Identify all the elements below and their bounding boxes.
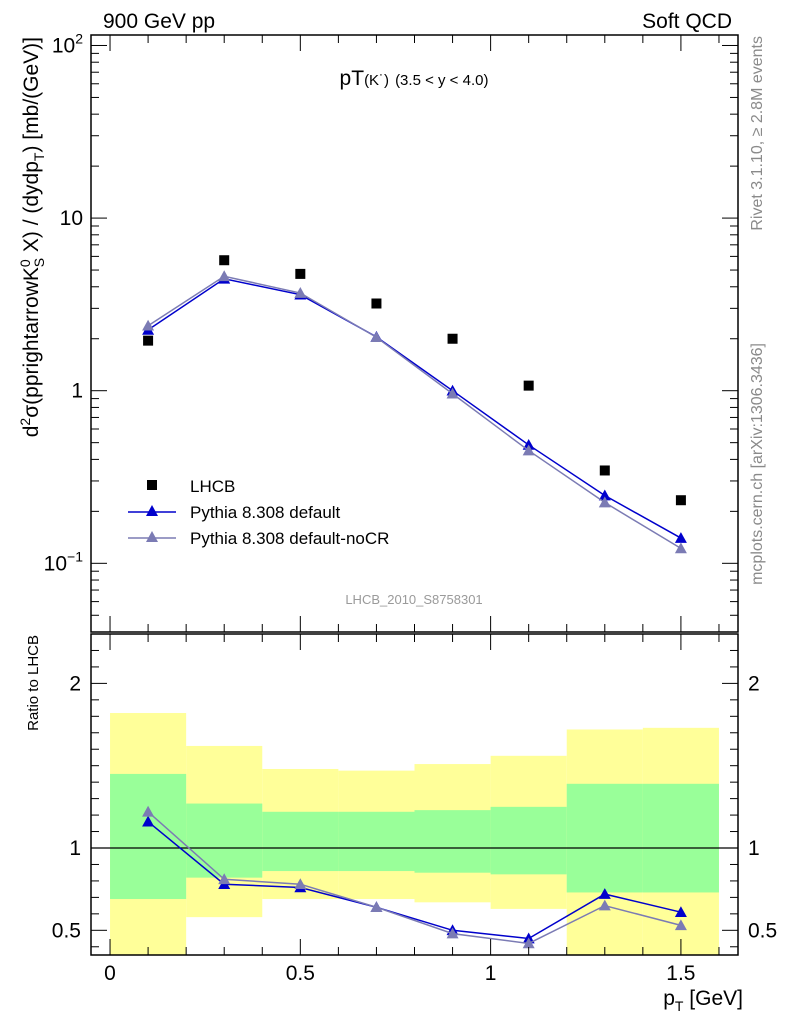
stat-uncertainty-band: [490, 806, 567, 875]
ratio-y-tick-label-right: 2: [748, 672, 760, 695]
pythia-nocr-point: [218, 270, 231, 282]
ratio-y-tick-label-right: 1: [748, 837, 760, 860]
lhcb-data-point: [599, 465, 610, 476]
main-axis-ticks: 10−1 1 10 102: [44, 30, 738, 632]
ratio-nocr-point: [674, 919, 687, 931]
ratio-y-axis-label: Ratio to LHCB: [25, 635, 42, 731]
ratio-nocr-point: [294, 878, 307, 890]
x-tick-label: 1: [485, 962, 497, 985]
analysis-id-label: LHCB_2010_S8758301: [345, 592, 482, 607]
ratio-default-point: [674, 906, 687, 917]
stat-uncertainty-band: [566, 783, 643, 893]
stat-uncertainty-band: [186, 803, 263, 878]
pythia-nocr-point: [142, 319, 155, 331]
lhcb-data-point: [143, 335, 154, 346]
pythia-nocr-point: [674, 542, 687, 554]
x-tick-label: 0: [104, 962, 116, 985]
ratio-nocr-line: [147, 811, 682, 945]
ratio-y-tick-label-right: 0.5: [748, 919, 777, 942]
stat-uncertainty-band: [414, 810, 491, 873]
ratio-nocr-point: [522, 937, 535, 949]
x-tick-label: 1.5: [666, 962, 695, 985]
pythia-default-point: [598, 489, 611, 501]
x-tick-label: 0.5: [286, 962, 315, 985]
pythia-nocr-point: [598, 496, 611, 508]
lhcb-data-point: [295, 268, 306, 279]
ratio-y-tick-label: 2: [69, 672, 81, 695]
legend: LHCB Pythia 8.308 default Pythia 8.308 d…: [128, 477, 389, 548]
header-left-title: 900 GeV pp: [103, 10, 215, 33]
ratio-y-tick-label: 1: [69, 837, 81, 860]
ratio-default-line: [147, 821, 682, 940]
ratio-nocr-point: [370, 901, 383, 913]
ratio-nocr-point: [598, 899, 611, 911]
lhcb-data-point: [447, 333, 458, 344]
stat-uncertainty-band: [642, 783, 719, 893]
pythia-nocr-line: [147, 275, 682, 550]
pythia-default-line: [147, 277, 682, 539]
lhcb-data-point: [675, 495, 686, 506]
ratio-y-tick-label: 0.5: [52, 919, 81, 942]
main-y-tick-label: 10: [60, 207, 83, 230]
lhcb-data-point: [371, 298, 382, 309]
header-right-title: Soft QCD: [642, 10, 732, 33]
main-title: pT(K˙) (3.5 < y < 4.0): [340, 67, 489, 90]
ratio-nocr-point: [218, 873, 231, 885]
pythia-default-point: [674, 532, 687, 543]
pythia-default-point: [522, 438, 535, 450]
ratio-panel: 0.5 0.5 1 1 2 2 0 0.5 1 1.5 Ratio to LHCB pT [GeV…: [25, 633, 777, 1014]
main-y-tick-label: 102: [52, 30, 83, 57]
pythia-nocr-point: [522, 444, 535, 456]
main-frame: [90, 34, 739, 633]
ratio-nocr-point: [446, 927, 459, 939]
lhcb-data-point: [523, 380, 534, 391]
main-y-tick-label: 1: [71, 380, 83, 403]
pythia-nocr-point: [370, 331, 383, 343]
rivet-version-label: Rivet 3.1.10, ≥ 2.8M events: [749, 36, 766, 231]
legend-marker-default: [146, 505, 158, 516]
main-y-axis-label: d2σ(pprightarrowK0S X) / (dydpT) [mb/(Ge…: [17, 37, 47, 437]
legend-label-nocr: Pythia 8.308 default-noCR: [190, 529, 389, 548]
pythia-nocr-point: [294, 287, 307, 298]
ratio-axis-ticks: 0.5 0.5 1 1 2 2 0 0.5 1 1.5: [52, 634, 777, 985]
stat-uncertainty-band: [338, 811, 415, 872]
source-label: mcplots.cern.ch [arXiv:1306.3436]: [749, 343, 766, 585]
legend-marker-nocr: [146, 531, 158, 542]
ratio-nocr-point: [142, 805, 155, 817]
main-y-tick-label: 10−1: [44, 548, 84, 575]
main-panel: 10−1 1 10 102 pT(K˙) (3.5 < y < 4.0) d2σ(ppr…: [17, 30, 739, 633]
legend-label-default: Pythia 8.308 default: [190, 503, 341, 522]
x-axis-label: pT [GeV]: [663, 987, 743, 1014]
main-series-marks: [142, 255, 687, 554]
legend-label-lhcb: LHCB: [190, 477, 235, 496]
lhcb-data-point: [219, 255, 230, 266]
ratio-default-point: [598, 888, 611, 899]
pythia-nocr-point: [446, 387, 459, 399]
stat-uncertainty-band: [110, 773, 187, 900]
stat-uncertainty-band: [262, 811, 339, 872]
legend-marker-lhcb: [147, 480, 157, 490]
ratio-default-point: [142, 815, 155, 827]
ratio-series-marks: [142, 805, 687, 949]
